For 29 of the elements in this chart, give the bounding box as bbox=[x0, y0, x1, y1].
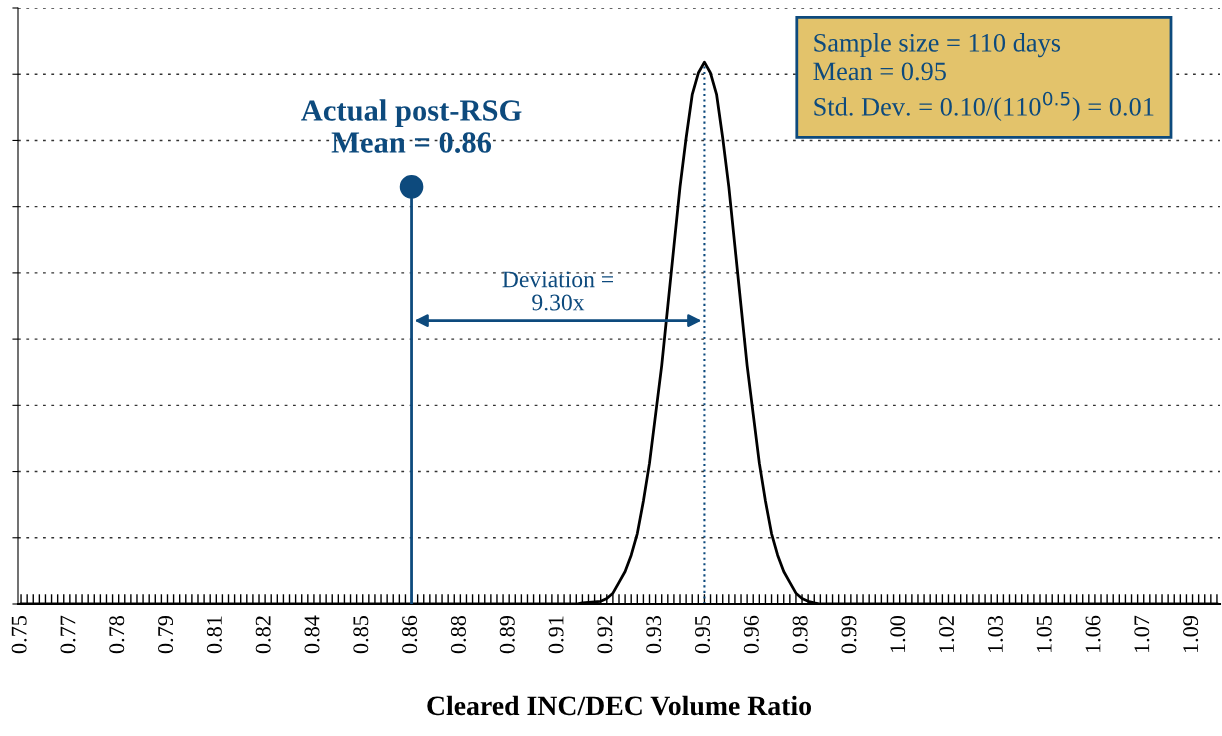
x-tick-label: 0.75 bbox=[11, 615, 27, 654]
x-tick-label: 1.06 bbox=[1085, 615, 1101, 653]
x-tick-label: 0.82 bbox=[255, 616, 271, 654]
x-tick-label: 0.85 bbox=[353, 615, 369, 654]
x-tick-label: 0.81 bbox=[206, 616, 222, 654]
x-tick-label: 1.02 bbox=[939, 616, 955, 653]
x-tick-label: 0.98 bbox=[792, 615, 808, 654]
x-tick-label: 1.07 bbox=[1134, 615, 1150, 653]
x-tick-label: 0.79 bbox=[158, 616, 174, 654]
x-tick-label: 0.95 bbox=[694, 615, 711, 654]
x-tick-label: 0.84 bbox=[304, 615, 320, 654]
annotation: Actual post-RSG Mean = 0.86 bbox=[301, 99, 522, 153]
x-tick-label: 0.93 bbox=[646, 615, 662, 654]
x-tick-label: 0.91 bbox=[548, 616, 564, 654]
annotation: Deviation = 9.30x bbox=[502, 271, 613, 311]
x-tick-label: 0.92 bbox=[597, 616, 613, 654]
x-tick-label: 0.86 bbox=[402, 615, 418, 654]
annotation: Sample size = 110 days Mean = 0.95 Std. Dev. = 0.10/(110$^{0.5}$) = 0.01 bbox=[813, 33, 1154, 122]
x-tick-label: 0.89 bbox=[499, 616, 515, 654]
x-tick-label: 0.96 bbox=[743, 615, 759, 654]
x-tick-label: 0.99 bbox=[841, 616, 857, 654]
x-tick-label: 0.77 bbox=[60, 615, 76, 654]
x-tick-label: 1.05 bbox=[1036, 615, 1052, 653]
x-tick-label: 0.88 bbox=[450, 615, 467, 654]
x-tick-label: 1.09 bbox=[1183, 616, 1199, 653]
x-tick-label: 1.00 bbox=[890, 615, 906, 653]
x-tick-label: 1.03 bbox=[987, 615, 1003, 653]
x-axis-title: Cleared INC/DEC Volume Ratio bbox=[427, 695, 811, 716]
x-tick-label: 0.78 bbox=[109, 615, 125, 654]
